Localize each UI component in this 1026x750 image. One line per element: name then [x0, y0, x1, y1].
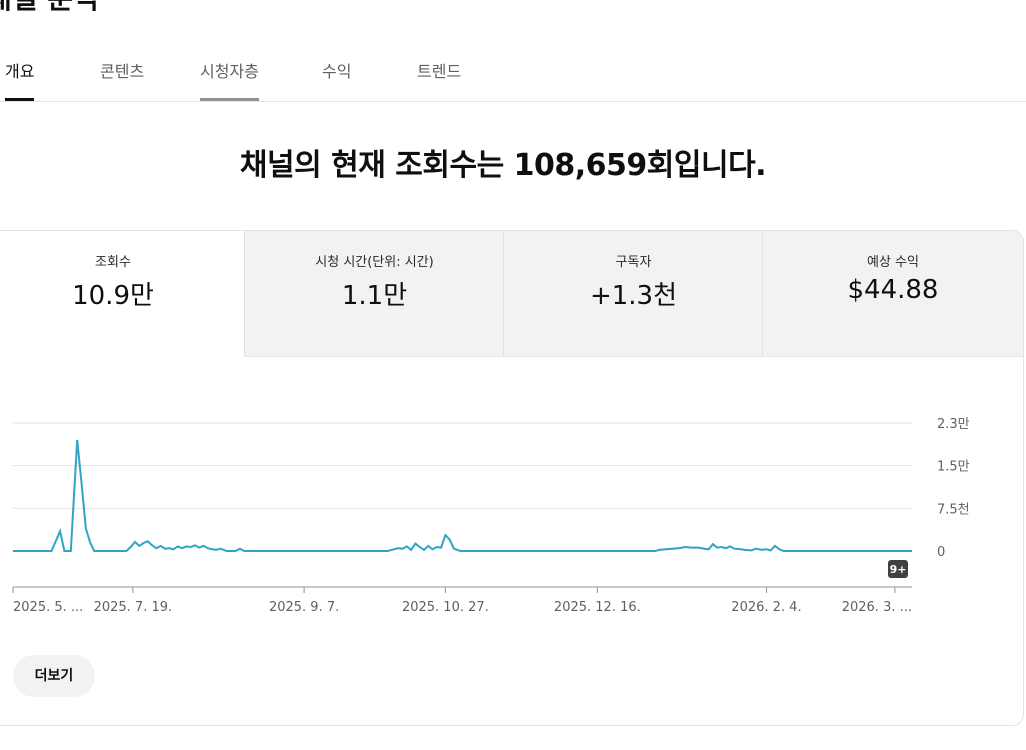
metric-views[interactable]: 조회수 10.9만 [0, 231, 245, 357]
metric-label: 구독자 [615, 255, 652, 270]
more-button[interactable]: 더보기 [13, 655, 95, 697]
tab-revenue[interactable]: 수익 [322, 62, 352, 81]
tab-trends[interactable]: 트렌드 [417, 62, 462, 81]
tab-overview[interactable]: 개요 [5, 56, 35, 101]
tab-content[interactable]: 콘텐츠 [100, 62, 145, 81]
chart-x-axis-labels: 2025. 5. ... 2025. 7. 19. 2025. 9. 7. 2025.… [13, 600, 912, 615]
x-tick-label: 2026. 2. 4. [731, 600, 801, 615]
x-tick-label: 2026. 3. ... [842, 600, 912, 615]
metric-value: 1.1만 [341, 281, 408, 311]
badge-background [888, 560, 908, 578]
x-tick-label: 2025. 12. 16. [554, 600, 641, 615]
chart-badge[interactable]: 9+ [888, 560, 908, 578]
metric-watch-time[interactable]: 시청 시간(단위: 시간) 1.1만 [244, 231, 504, 357]
x-tick-label: 2025. 5. ... [13, 600, 83, 615]
metric-label: 예상 수익 [867, 255, 919, 270]
badge-text: 9+ [890, 563, 907, 576]
page-title: 채널 분석 [0, 0, 99, 16]
metric-subscribers[interactable]: 구독자 +1.3천 [503, 231, 763, 357]
y-tick-label: 0 [937, 545, 945, 560]
headline: 채널의 현재 조회수는 108,659회입니다. [239, 148, 767, 183]
views-line-chart: 2.3만1.5만7.5천0 2025. 5. ... 2025. 7. 19. 20… [12, 417, 970, 615]
metric-value: +1.3천 [589, 281, 678, 311]
x-tick-label: 2025. 7. 19. [94, 600, 173, 615]
metric-revenue[interactable]: 예상 수익 $44.88 [762, 231, 1023, 357]
metric-value: 10.9만 [72, 281, 154, 311]
chart-grid [13, 422, 912, 509]
chart-y-axis-labels: 2.3만 1.5만 7.5천 0 [937, 417, 970, 560]
analytics-card: 조회수 10.9만 시청 시간(단위: 시간) 1.1만 구독자 +1.3천 예… [0, 230, 1024, 726]
y-tick-label: 1.5만 [937, 460, 970, 475]
y-tick-label: 7.5천 [937, 502, 970, 517]
tab-audience[interactable]: 시청자층 [200, 56, 259, 101]
chart-x-ticks [12, 587, 896, 593]
x-tick-label: 2025. 10. 27. [402, 600, 489, 615]
metric-value: $44.88 [847, 275, 939, 305]
tab-bar: 개요 콘텐츠 시청자층 수익 트렌드 [0, 56, 1026, 102]
y-tick-label: 2.3만 [937, 417, 970, 432]
chart-series-line [13, 439, 912, 552]
metric-label: 시청 시간(단위: 시간) [315, 255, 434, 270]
metric-label: 조회수 [95, 255, 131, 270]
x-tick-label: 2025. 9. 7. [269, 600, 339, 615]
